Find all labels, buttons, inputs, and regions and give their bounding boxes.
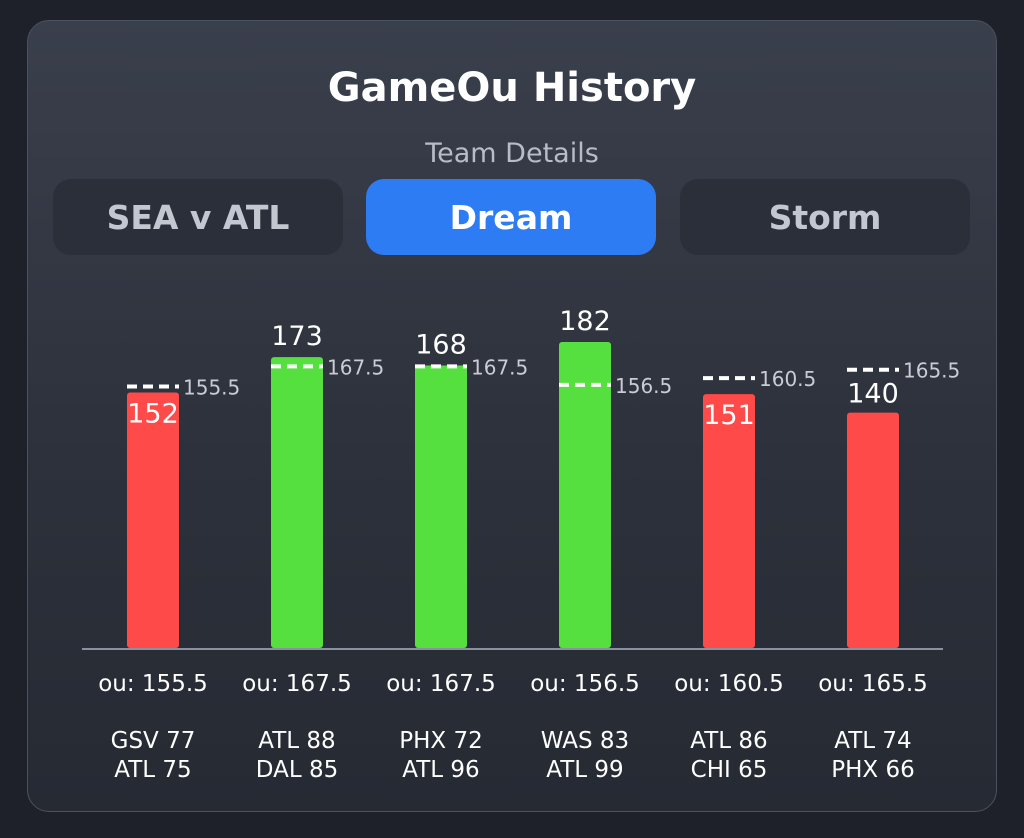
game-label-line2: ATL 75 bbox=[114, 757, 191, 783]
ou-history-card: GameOu History Team Details bbox=[27, 20, 997, 812]
game-label-line2: CHI 65 bbox=[691, 757, 768, 783]
ou-line-label: 156.5 bbox=[615, 374, 672, 398]
bar bbox=[703, 394, 755, 648]
page-subtitle: Team Details bbox=[425, 138, 599, 169]
tab-sea-v-atl[interactable]: SEA v ATL bbox=[53, 179, 343, 255]
ou-tick-label: ou: 167.5 bbox=[242, 671, 352, 697]
bar bbox=[415, 365, 467, 648]
ou-line-label: 155.5 bbox=[183, 376, 240, 400]
game-label-line2: ATL 96 bbox=[402, 757, 479, 783]
ou-tick-label: ou: 165.5 bbox=[818, 671, 928, 697]
page-title: GameOu History bbox=[327, 65, 697, 111]
tab-dream[interactable]: Dream bbox=[366, 179, 656, 255]
ou-line-label: 167.5 bbox=[471, 355, 528, 379]
game-label-line1: WAS 83 bbox=[541, 728, 629, 754]
bar-value-label: 182 bbox=[559, 306, 611, 337]
game-label-line2: DAL 85 bbox=[256, 757, 338, 783]
game-label-line1: ATL 88 bbox=[258, 728, 335, 754]
ou-line-label: 160.5 bbox=[759, 367, 816, 391]
bar-value-label: 168 bbox=[415, 330, 467, 361]
bar bbox=[559, 342, 611, 648]
game-label-line1: GSV 77 bbox=[111, 728, 196, 754]
bar-value-label: 151 bbox=[703, 400, 755, 431]
bar bbox=[271, 357, 323, 648]
ou-line-label: 165.5 bbox=[903, 359, 960, 383]
game-label-line1: ATL 74 bbox=[834, 728, 911, 754]
game-label-line2: PHX 66 bbox=[831, 757, 915, 783]
ou-tick-label: ou: 167.5 bbox=[386, 671, 496, 697]
ou-tick-label: ou: 156.5 bbox=[530, 671, 640, 697]
bar-value-label: 140 bbox=[847, 379, 899, 410]
game-label-line1: ATL 86 bbox=[690, 728, 767, 754]
game-label-line1: PHX 72 bbox=[399, 728, 483, 754]
ou-tick-label: ou: 160.5 bbox=[674, 671, 784, 697]
bar bbox=[847, 412, 899, 648]
bar bbox=[127, 392, 179, 648]
tab-storm[interactable]: Storm bbox=[680, 179, 970, 255]
game-label-line2: ATL 99 bbox=[546, 757, 623, 783]
bar-value-label: 173 bbox=[271, 321, 323, 352]
bar-value-label: 152 bbox=[127, 398, 179, 429]
ou-line-label: 167.5 bbox=[327, 355, 384, 379]
ou-tick-label: ou: 155.5 bbox=[98, 671, 208, 697]
